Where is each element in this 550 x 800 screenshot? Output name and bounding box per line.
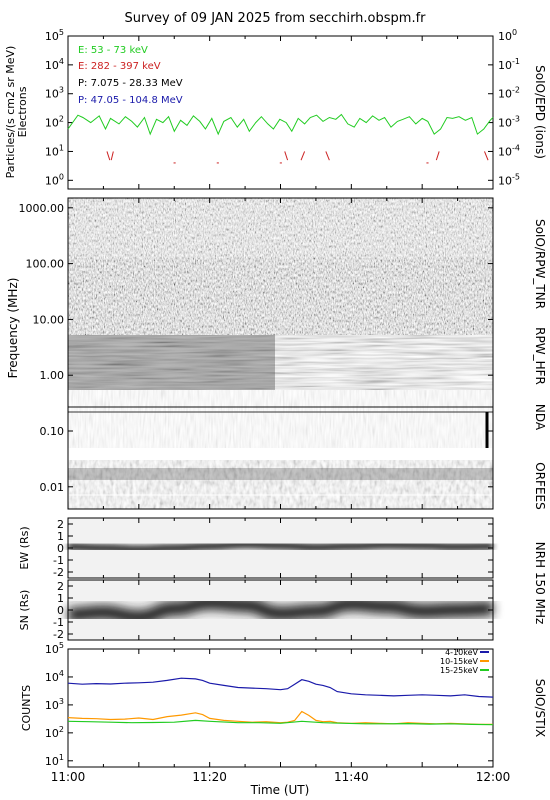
y-tick-label: 0.10 — [40, 425, 65, 438]
y-tick-label: 102 — [45, 725, 64, 740]
particles-left-axis: 105 104 103 102 101 100 — [45, 28, 494, 189]
tnr-light-band — [68, 198, 493, 258]
series-segment-e2 — [110, 151, 114, 161]
nrh-right-label: NRH 150 MHz — [533, 542, 547, 625]
y-tick-label: -2 — [53, 628, 64, 641]
y-tick-label: 100.00 — [26, 258, 65, 271]
stix-ylabel: COUNTS — [20, 685, 33, 731]
x-tick-label: 12:00 — [476, 770, 511, 784]
y-tick-label: 2 — [57, 518, 64, 531]
series-segment-e2 — [435, 151, 440, 161]
radio-axis: 0.01 0.10 1.00 10.00 100.00 1000.00 — [19, 198, 494, 509]
stix-legend-label: 15-25keV — [440, 666, 479, 675]
y-tick-label: 104 — [45, 57, 64, 72]
y-tick-label: 10.00 — [33, 313, 65, 326]
label-tnr: SoIO/RPW_TNR — [533, 219, 547, 309]
y-tick-label: 0 — [57, 604, 64, 617]
x-axis-label: Time (UT) — [250, 783, 310, 797]
time-axis: 11:00 11:20 11:40 12:00 — [51, 649, 511, 784]
series-segment-e2 — [106, 151, 111, 161]
stix-legend-label: 4-10keV — [445, 648, 478, 657]
legend-e1: E: 53 - 73 keV — [78, 45, 148, 56]
nrh-sn-ylabel: SN (Rs) — [18, 590, 31, 631]
y2-tick-label: 10-4 — [498, 143, 520, 158]
y2-tick-label: 10-1 — [498, 57, 520, 72]
series-segment-e2 — [325, 151, 330, 161]
y2-tick-label: 100 — [498, 28, 517, 43]
nrh-ew-axis: 210-1-2 — [53, 518, 494, 579]
hfr-early-section — [68, 335, 275, 390]
nda-gap — [68, 448, 493, 460]
stix-axis: 105 104 103 102 101 — [45, 641, 493, 768]
y-tick-label: -1 — [53, 616, 64, 629]
particles-right-label: SoIO/EPD (ions) — [533, 65, 547, 159]
y2-tick-label: 10-5 — [498, 172, 520, 187]
y-tick-label: 103 — [45, 86, 64, 101]
label-nda: NDA — [533, 404, 547, 431]
x-tick-label: 11:40 — [334, 770, 369, 784]
series-segment-e2 — [300, 151, 306, 161]
y-tick-label: 0.01 — [40, 481, 65, 494]
orfees-dark-band — [68, 468, 493, 480]
nrh-ew-panel: 210-1-2 EW (Rs) NRH 150 MHz — [18, 517, 547, 625]
radio-panel: 0.01 0.10 1.00 10.00 100.00 1000.00 Frequency… — [6, 197, 547, 510]
legend-p1: P: 7.075 - 28.33 MeV — [78, 78, 183, 89]
particles-frame — [67, 35, 494, 190]
y2-tick-label: 10-2 — [498, 86, 520, 101]
y-tick-label: 105 — [45, 641, 64, 656]
legend-e2: E: 282 - 397 keV — [78, 61, 161, 72]
y-tick-label: -2 — [53, 566, 64, 579]
series-line-10-15kev — [67, 710, 493, 726]
y-tick-label: 1.00 — [40, 369, 65, 382]
particles-series — [67, 113, 494, 164]
x-tick-label: 11:20 — [192, 770, 227, 784]
y-tick-label: 1000.00 — [19, 202, 65, 215]
y-tick-label: 102 — [45, 115, 64, 130]
stix-legend-label: 10-15keV — [440, 657, 479, 666]
particles-right-axis: 100 10-1 10-2 10-3 10-4 10-5 — [498, 28, 520, 187]
stix-series — [67, 677, 494, 726]
y2-tick-label: 10-3 — [498, 115, 520, 130]
label-orfees: ORFEES — [533, 462, 547, 509]
x-tick-label: 11:00 — [51, 770, 86, 784]
nrh-ew-ylabel: EW (Rs) — [18, 526, 31, 569]
y-tick-label: 2 — [57, 580, 64, 593]
tnr-spectrogram — [68, 198, 493, 335]
particles-ylabel2: Electrons — [16, 86, 29, 137]
nrh-sn-panel: 210-1-2 SN (Rs) — [18, 579, 494, 641]
orfees-spectrogram — [68, 460, 493, 509]
y-tick-label: 101 — [45, 143, 64, 158]
radio-ylabel: Frequency (MHz) — [6, 278, 20, 379]
y-tick-label: 1 — [57, 530, 64, 543]
series-line-e-53-73-kev — [67, 113, 494, 136]
y-tick-label: 1 — [57, 592, 64, 605]
y-tick-label: 104 — [45, 669, 64, 684]
y-tick-label: 0 — [57, 542, 64, 555]
nda-spectrogram — [68, 390, 493, 448]
series-segment-e2 — [484, 151, 489, 161]
series-line-15-25kev — [67, 719, 494, 726]
nrh-sn-axis: 210-1-2 — [53, 580, 494, 641]
y-tick-label: 103 — [45, 697, 64, 712]
y-tick-label: 100 — [45, 172, 64, 187]
legend-p2: P: 47.05 - 104.8 MeV — [78, 95, 183, 106]
label-hfr: RPW_HFR — [533, 327, 547, 385]
figure-title: Survey of 09 JAN 2025 from secchirh.obsp… — [125, 11, 427, 26]
particles-ylabel: Particles/(s cm2 sr MeV) — [4, 46, 17, 179]
nrh-ew-ridge — [67, 540, 494, 553]
stix-frame — [67, 648, 494, 768]
y-tick-label: 101 — [45, 753, 64, 768]
y-tick-label: -1 — [53, 554, 64, 567]
series-segment-e2 — [284, 151, 289, 161]
y-tick-label: 105 — [45, 28, 64, 43]
hfr-spectrogram — [68, 335, 493, 390]
series-line-4-10kev — [67, 677, 494, 698]
nrh-sn-ridge — [67, 595, 494, 625]
stix-right-label: SolO/STIX — [533, 679, 547, 738]
